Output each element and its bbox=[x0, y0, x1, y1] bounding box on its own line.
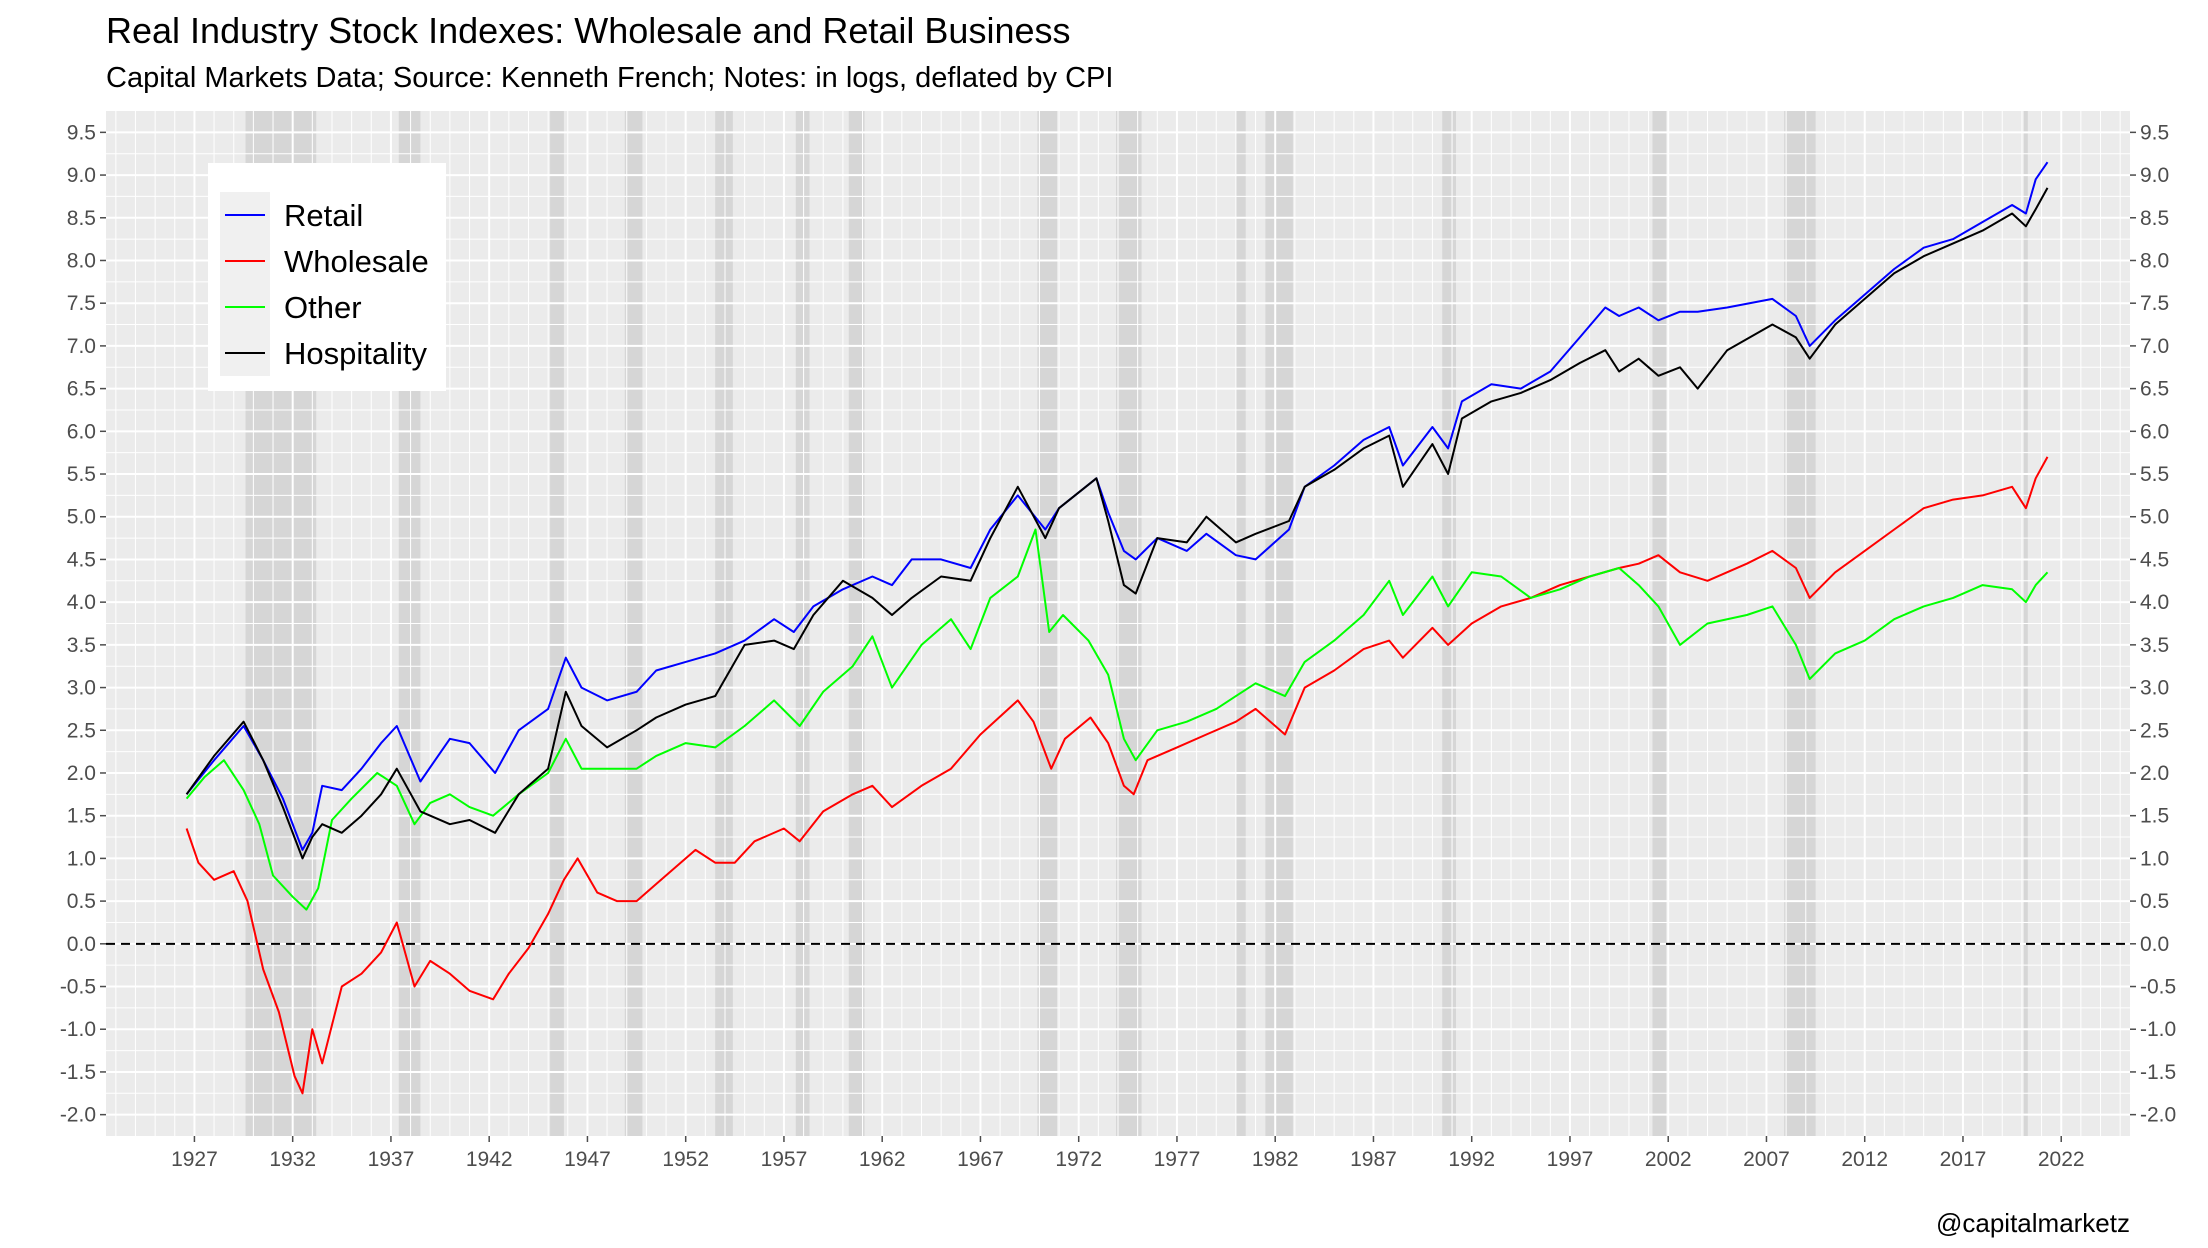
x-tick-label: 1927 bbox=[171, 1148, 218, 1171]
y-tick-label-right: -1.0 bbox=[2140, 1018, 2176, 1041]
y-tick-label-left: 6.0 bbox=[67, 420, 96, 443]
y-tick-label-right: 5.0 bbox=[2140, 506, 2169, 529]
x-tick-label: 1962 bbox=[859, 1148, 906, 1171]
y-tick-label-right: 1.0 bbox=[2140, 847, 2169, 870]
x-tick-label: 1967 bbox=[957, 1148, 1004, 1171]
chart-title: Real Industry Stock Indexes: Wholesale a… bbox=[106, 10, 1071, 51]
grid-lines bbox=[106, 111, 2130, 1136]
y-tick-label-right: 3.0 bbox=[2140, 677, 2169, 700]
y-tick-label-left: 2.5 bbox=[67, 719, 96, 742]
legend-label-retail: Retail bbox=[284, 198, 363, 233]
y-tick-label-right: 0.5 bbox=[2140, 890, 2169, 913]
series-line-retail bbox=[185, 161, 2049, 851]
y-tick-label-left: 2.0 bbox=[67, 762, 96, 785]
y-tick-label-left: 0.0 bbox=[67, 933, 96, 956]
y-tick-label-left: 8.5 bbox=[67, 207, 96, 230]
y-tick-label-right: 4.5 bbox=[2140, 548, 2169, 571]
x-tick-label: 1952 bbox=[662, 1148, 709, 1171]
x-tick-label: 1947 bbox=[564, 1148, 611, 1171]
y-tick-label-right: 2.0 bbox=[2140, 762, 2169, 785]
y-tick-label-right: 3.5 bbox=[2140, 634, 2169, 657]
legend-label-wholesale: Wholesale bbox=[284, 244, 429, 279]
y-tick-label-right: 9.5 bbox=[2140, 121, 2169, 144]
x-tick-label: 1957 bbox=[761, 1148, 808, 1171]
y-tick-label-right: -2.0 bbox=[2140, 1104, 2176, 1127]
y-tick-label-left: 4.5 bbox=[67, 548, 96, 571]
y-tick-label-left: 4.0 bbox=[67, 591, 96, 614]
x-tick-label: 2002 bbox=[1645, 1148, 1692, 1171]
y-tick-label-right: 7.0 bbox=[2140, 335, 2169, 358]
y-tick-label-left: -1.5 bbox=[60, 1061, 96, 1084]
legend-label-other: Other bbox=[284, 290, 362, 325]
x-tick-label: 1937 bbox=[368, 1148, 415, 1171]
legend: Retail Wholesale Other Hospitality bbox=[208, 163, 446, 391]
y-tick-label-right: 8.0 bbox=[2140, 249, 2169, 272]
y-tick-label-left: 9.5 bbox=[67, 121, 96, 144]
y-tick-label-left: 3.0 bbox=[67, 677, 96, 700]
y-tick-label-right: 0.0 bbox=[2140, 933, 2169, 956]
y-tick-label-right: 8.5 bbox=[2140, 207, 2169, 230]
x-tick-label: 1997 bbox=[1547, 1148, 1594, 1171]
y-tick-label-right: 9.0 bbox=[2140, 164, 2169, 187]
y-tick-label-right: 2.5 bbox=[2140, 719, 2169, 742]
y-tick-label-left: 1.0 bbox=[67, 847, 96, 870]
axes: -2.0 -2.0 -1.5 -1.5 -1.0 -1.0 -0.5 -0.5 0.0 0.0 0.… bbox=[60, 121, 2176, 1171]
x-tick-label: 1992 bbox=[1448, 1148, 1495, 1171]
y-tick-label-left: -0.5 bbox=[60, 976, 96, 999]
x-tick-label: 2022 bbox=[2038, 1148, 2085, 1171]
x-tick-label: 1942 bbox=[466, 1148, 513, 1171]
legend-label-hospitality: Hospitality bbox=[284, 336, 427, 371]
y-tick-label-left: 3.5 bbox=[67, 634, 96, 657]
y-tick-label-right: 7.5 bbox=[2140, 292, 2169, 315]
x-tick-label: 2017 bbox=[1940, 1148, 1987, 1171]
series-lines bbox=[185, 161, 2049, 1095]
y-tick-label-left: 9.0 bbox=[67, 164, 96, 187]
y-tick-label-right: 4.0 bbox=[2140, 591, 2169, 614]
y-tick-label-left: -1.0 bbox=[60, 1018, 96, 1041]
series-line-wholesale bbox=[185, 456, 2049, 1095]
x-tick-label: 1977 bbox=[1154, 1148, 1201, 1171]
y-tick-label-left: 7.0 bbox=[67, 335, 96, 358]
x-tick-label: 2007 bbox=[1743, 1148, 1790, 1171]
chart-subtitle: Capital Markets Data; Source: Kenneth Fr… bbox=[106, 62, 1114, 94]
y-tick-label-left: 7.5 bbox=[67, 292, 96, 315]
y-tick-label-left: 6.5 bbox=[67, 378, 96, 401]
y-tick-label-left: -2.0 bbox=[60, 1104, 96, 1127]
x-tick-label: 1932 bbox=[269, 1148, 316, 1171]
y-tick-label-right: 6.5 bbox=[2140, 378, 2169, 401]
series-line-hospitality bbox=[185, 187, 2049, 860]
y-tick-label-left: 5.0 bbox=[67, 506, 96, 529]
y-tick-label-right: 5.5 bbox=[2140, 463, 2169, 486]
y-tick-label-left: 0.5 bbox=[67, 890, 96, 913]
y-tick-label-right: 6.0 bbox=[2140, 420, 2169, 443]
credit-text: @capitalmarketz bbox=[1935, 1208, 2130, 1238]
y-tick-label-right: 1.5 bbox=[2140, 805, 2169, 828]
series-line-other bbox=[185, 528, 2049, 911]
y-tick-label-right: -1.5 bbox=[2140, 1061, 2176, 1084]
x-tick-label: 1987 bbox=[1350, 1148, 1397, 1171]
y-tick-label-left: 5.5 bbox=[67, 463, 96, 486]
x-tick-label: 1982 bbox=[1252, 1148, 1299, 1171]
x-tick-label: 1972 bbox=[1055, 1148, 1102, 1171]
y-tick-label-left: 8.0 bbox=[67, 249, 96, 272]
y-tick-label-left: 1.5 bbox=[67, 805, 96, 828]
x-tick-label: 2012 bbox=[1841, 1148, 1888, 1171]
y-tick-label-right: -0.5 bbox=[2140, 976, 2176, 999]
